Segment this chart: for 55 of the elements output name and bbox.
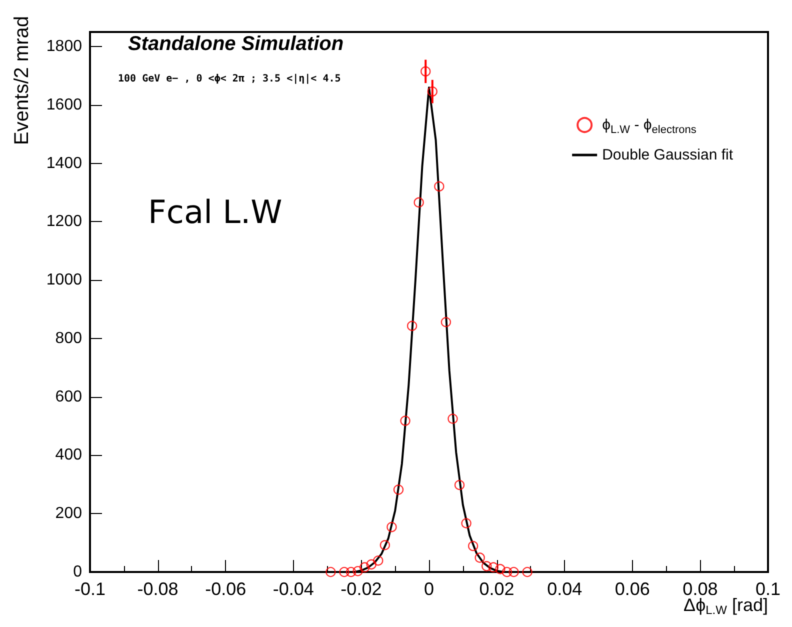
point	[522, 566, 532, 578]
y-tick-label: 1600	[46, 96, 82, 114]
x-tick-label: -0.08	[137, 579, 178, 599]
x-tick-label: 0.08	[682, 579, 718, 599]
point	[448, 414, 458, 424]
point	[346, 566, 356, 578]
point	[360, 562, 370, 572]
y-axis-title: Events/2 mrad	[11, 16, 33, 145]
legend-label: Double Gaussian fit	[602, 146, 734, 164]
annotation: Standalone Simulation	[128, 33, 344, 55]
point	[386, 522, 397, 532]
y-tick-label: 1800	[46, 38, 82, 56]
point	[474, 552, 485, 563]
point	[393, 484, 404, 495]
y-tick-label: 1400	[46, 154, 82, 172]
y-tick-label: 200	[55, 505, 82, 522]
point	[454, 480, 465, 490]
point	[502, 566, 512, 578]
y-tick-label: 400	[55, 446, 82, 464]
x-tick-label: 0.04	[547, 579, 582, 599]
point	[434, 181, 444, 192]
point	[400, 416, 410, 426]
point	[440, 317, 452, 328]
x-tick-label: -0.06	[205, 579, 246, 599]
point	[380, 540, 390, 550]
x-tick-label: 0.02	[479, 579, 514, 599]
point	[326, 566, 336, 578]
y-tick-label: 800	[55, 330, 82, 347]
point	[420, 66, 431, 77]
y-tick-label: 600	[55, 388, 82, 406]
point	[352, 566, 363, 576]
annotation: 100 GeV e− , 0 <ϕ< 2π ; 3.5 <|η|< 4.5	[118, 74, 341, 84]
point	[373, 556, 384, 566]
x-tick-label: 0.06	[614, 579, 650, 599]
line-series	[353, 86, 505, 573]
y-tick-label: 1000	[46, 272, 82, 289]
y-tick-label: 1200	[46, 213, 82, 230]
point	[482, 561, 492, 572]
point	[468, 540, 478, 552]
point	[427, 86, 438, 97]
point	[488, 562, 499, 572]
x-tick-label: -0.04	[272, 579, 314, 599]
annotation: Fcal L.W	[148, 193, 282, 231]
point	[339, 566, 350, 578]
point	[406, 320, 418, 332]
point	[414, 197, 424, 208]
point	[366, 559, 376, 570]
point	[495, 564, 506, 574]
point	[508, 566, 519, 578]
x-tick-label: -0.02	[340, 579, 382, 599]
x-tick-label: -0.1	[74, 579, 106, 599]
point	[461, 518, 472, 528]
x-tick-label: 0	[424, 579, 434, 599]
x-tick-label: 0.1	[755, 579, 781, 599]
y-tick-label: 0	[73, 564, 82, 580]
